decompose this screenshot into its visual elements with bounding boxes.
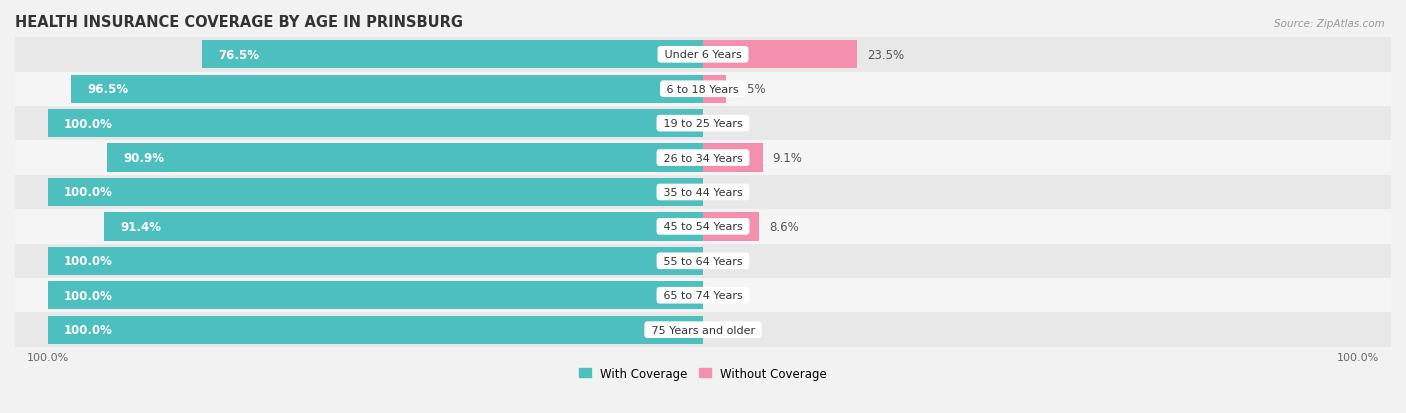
- Text: 90.9%: 90.9%: [124, 152, 165, 165]
- Bar: [15, 278, 1391, 313]
- Bar: [15, 72, 1391, 107]
- Bar: [15, 38, 1391, 72]
- Text: 0.0%: 0.0%: [713, 186, 742, 199]
- Bar: [703, 144, 762, 172]
- Text: 65 to 74 Years: 65 to 74 Years: [659, 290, 747, 301]
- Bar: [15, 176, 1391, 210]
- Text: 9.1%: 9.1%: [772, 152, 803, 165]
- Text: 100.0%: 100.0%: [65, 117, 112, 131]
- Text: 100.0%: 100.0%: [65, 186, 112, 199]
- Text: Source: ZipAtlas.com: Source: ZipAtlas.com: [1274, 19, 1385, 28]
- Text: 0.0%: 0.0%: [713, 289, 742, 302]
- Text: 0.0%: 0.0%: [713, 323, 742, 336]
- Text: 0.0%: 0.0%: [713, 255, 742, 268]
- Text: HEALTH INSURANCE COVERAGE BY AGE IN PRINSBURG: HEALTH INSURANCE COVERAGE BY AGE IN PRIN…: [15, 15, 463, 30]
- Text: 8.6%: 8.6%: [769, 221, 799, 233]
- Text: 23.5%: 23.5%: [868, 49, 904, 62]
- Bar: [703, 213, 759, 241]
- Text: 26 to 34 Years: 26 to 34 Years: [659, 153, 747, 163]
- Text: 100.0%: 100.0%: [65, 255, 112, 268]
- Text: Under 6 Years: Under 6 Years: [661, 50, 745, 60]
- Text: 55 to 64 Years: 55 to 64 Years: [659, 256, 747, 266]
- Bar: [15, 107, 1391, 141]
- Bar: [104, 213, 703, 241]
- Text: 6 to 18 Years: 6 to 18 Years: [664, 85, 742, 95]
- Bar: [107, 144, 703, 172]
- Text: 19 to 25 Years: 19 to 25 Years: [659, 119, 747, 129]
- Bar: [48, 316, 703, 344]
- Text: 75 Years and older: 75 Years and older: [648, 325, 758, 335]
- Bar: [703, 76, 725, 104]
- Text: 0.0%: 0.0%: [713, 117, 742, 131]
- Text: 76.5%: 76.5%: [218, 49, 259, 62]
- Bar: [15, 210, 1391, 244]
- Text: 91.4%: 91.4%: [121, 221, 162, 233]
- Text: 96.5%: 96.5%: [87, 83, 128, 96]
- Text: 35 to 44 Years: 35 to 44 Years: [659, 188, 747, 197]
- Bar: [48, 178, 703, 206]
- Text: 3.5%: 3.5%: [735, 83, 765, 96]
- Text: 45 to 54 Years: 45 to 54 Years: [659, 222, 747, 232]
- Bar: [48, 247, 703, 275]
- Bar: [48, 281, 703, 310]
- Bar: [703, 41, 858, 69]
- Bar: [70, 76, 703, 104]
- Text: 100.0%: 100.0%: [65, 289, 112, 302]
- Bar: [15, 141, 1391, 176]
- Legend: With Coverage, Without Coverage: With Coverage, Without Coverage: [574, 362, 832, 385]
- Bar: [15, 313, 1391, 347]
- Bar: [201, 41, 703, 69]
- Bar: [48, 110, 703, 138]
- Text: 100.0%: 100.0%: [65, 323, 112, 336]
- Bar: [15, 244, 1391, 278]
